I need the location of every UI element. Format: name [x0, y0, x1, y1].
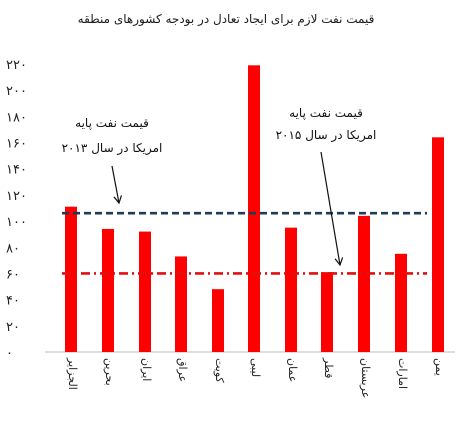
- bar: [248, 65, 260, 353]
- x-tick-label: ایران: [140, 358, 153, 381]
- bar: [321, 272, 333, 352]
- annotation-label: امریکا در سال ۲۰۱۵: [276, 128, 377, 143]
- y-tick-label: ۲۰: [6, 320, 20, 335]
- annotation-label: امریکا در سال ۲۰۱۳: [62, 141, 163, 156]
- y-tick-label: ۱۲۰: [6, 189, 27, 204]
- x-tick-label: کویت: [213, 358, 226, 384]
- chart-title: قیمت نفت لازم برای ایجاد تعادل در بودجه …: [78, 12, 375, 27]
- y-tick-label: ۱۸۰: [6, 110, 27, 125]
- bar: [175, 256, 187, 352]
- annotation-arrow: [111, 165, 120, 204]
- y-tick-label: ۱۴۰: [6, 163, 27, 178]
- x-tick-label: عراق: [176, 358, 189, 382]
- y-tick-label: ۲۰۰: [6, 84, 27, 99]
- y-tick-label: ۲۲۰: [6, 58, 27, 73]
- annotation-label: قیمت نفت پایه: [75, 116, 149, 130]
- bar: [139, 231, 151, 352]
- x-tick-label: بحرین: [103, 358, 116, 386]
- y-tick-label: ۱۰۰: [6, 215, 27, 230]
- x-tick-label: یمن: [433, 358, 446, 376]
- y-tick-label: ۴۰: [6, 294, 20, 309]
- y-tick-label: ۸۰: [6, 241, 20, 256]
- x-tick-label: الجزایر: [66, 357, 79, 390]
- x-tick-label: لیبی: [249, 358, 262, 377]
- bar: [102, 228, 114, 352]
- y-tick-label: ۰: [6, 346, 13, 361]
- annotation-arrow: [320, 151, 341, 266]
- annotation-label: قیمت نفت پایه: [289, 106, 363, 120]
- annotation-arrowhead: [334, 257, 344, 267]
- x-tick-label: قطر: [322, 357, 335, 378]
- annotation-arrowhead: [113, 195, 123, 205]
- bar: [65, 206, 77, 352]
- bar: [212, 289, 224, 352]
- y-tick-label: ۶۰: [6, 267, 20, 282]
- bar: [358, 215, 370, 352]
- y-tick-label: ۱۶۰: [6, 137, 27, 152]
- bar: [285, 227, 297, 352]
- x-tick-label: عمان: [286, 358, 299, 382]
- bar: [432, 137, 444, 352]
- x-tick-label: امارات: [396, 358, 409, 389]
- x-tick-label: عربستان: [359, 358, 372, 398]
- bar: [395, 253, 407, 352]
